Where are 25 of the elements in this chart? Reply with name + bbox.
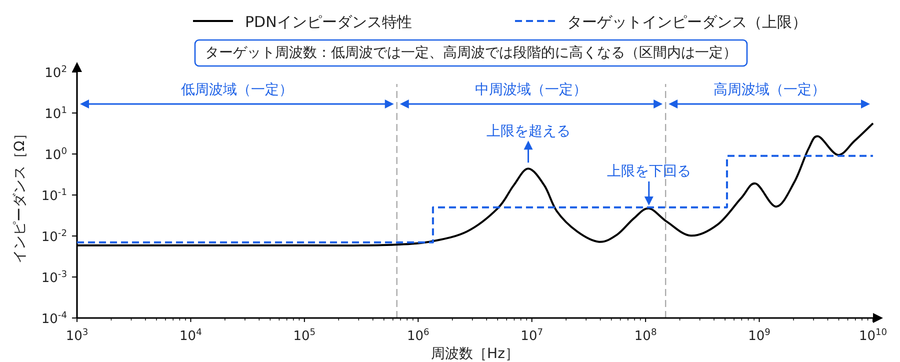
y-tick-label: 10$^{-4}$ [41,311,68,327]
legend-label: ターゲットインピーダンス（上限） [567,13,807,31]
x-tick-label: 10$^{6}$ [406,328,430,344]
y-tick-label: 10$^{-1}$ [41,188,67,204]
x-tick-label: 10$^{10}$ [858,328,888,344]
x-tick-label: 10$^{5}$ [293,328,316,344]
x-tick-label: 10$^{3}$ [66,328,88,344]
y-tick-label: 10$^{2}$ [44,65,67,81]
text: ターゲット周波数：低周波では一定、高周波では段階的に高くなる（区間内は一定） [205,45,737,61]
annotation: 上限を超える [486,124,570,140]
x-tick-label: 10$^{8}$ [634,328,657,344]
y-tick-label: 10$^{-3}$ [41,270,68,286]
annotation: 上限を下回る [606,163,691,180]
x-tick-label: 10$^{9}$ [748,328,771,344]
y-tick-label: 10$^{1}$ [44,106,67,122]
y-tick-label: 10$^{-2}$ [41,229,67,245]
y-axis-title: インピーダンス［Ω］ [12,126,28,264]
x-tick-label: 10$^{7}$ [520,328,544,344]
annotation: 中周波域（一定） [475,82,588,98]
x-axis-title: 周波数［Hz］ [431,346,519,362]
legend-label: PDNインピーダンス特性 [245,13,412,31]
x-tick-label: 10$^{4}$ [180,328,202,344]
annotation: 低周波域（一定） [180,82,293,98]
y-tick-label: 10$^{0}$ [44,147,68,163]
annotation: 高周波域（一定） [713,82,826,98]
